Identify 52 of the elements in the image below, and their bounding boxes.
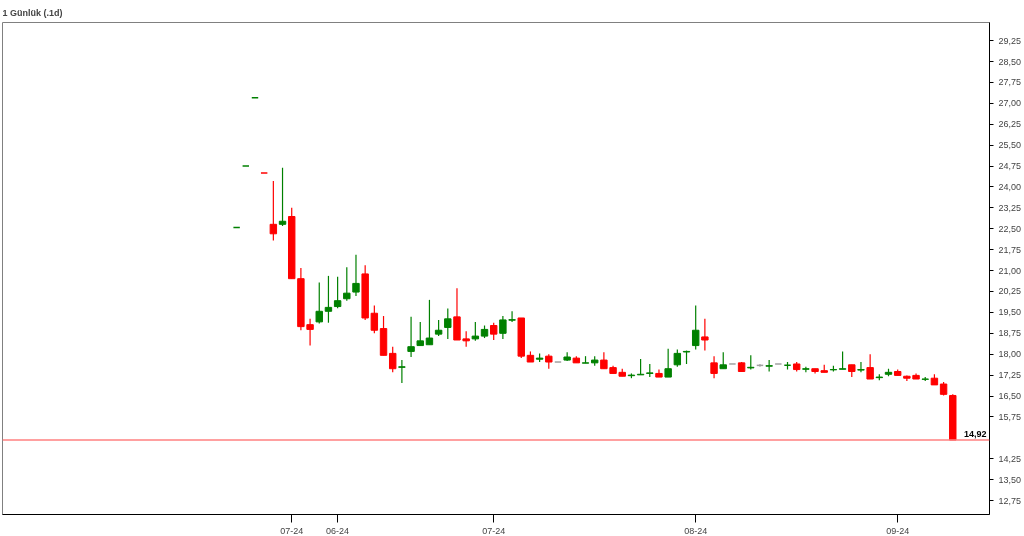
y-tick-label: 21,75 xyxy=(998,244,1022,255)
candlestick xyxy=(765,359,773,373)
y-tick-label: 25,50 xyxy=(998,140,1022,151)
x-tick-label: 07-24 xyxy=(482,525,506,536)
y-tick-label: 24,75 xyxy=(998,161,1022,172)
candlestick xyxy=(398,359,406,384)
text: 1 Günlük (.1d) xyxy=(2,7,63,18)
candlestick xyxy=(508,310,516,323)
candlestick xyxy=(343,266,351,302)
candlestick xyxy=(333,276,342,309)
y-tick-label: 16,50 xyxy=(998,391,1022,402)
x-tick-label: 06-24 xyxy=(326,525,350,536)
y-tick-label: 24,00 xyxy=(998,181,1022,192)
y-tick-label: 12,75 xyxy=(998,495,1022,506)
candlestick xyxy=(324,275,333,324)
candlestick xyxy=(499,315,507,340)
y-tick-label: 26,25 xyxy=(998,119,1022,130)
y-tick-label: 17,25 xyxy=(998,370,1022,381)
y-tick-label: 18,75 xyxy=(998,328,1022,339)
candlestick xyxy=(269,180,278,242)
y-tick-label: 13,50 xyxy=(998,474,1022,485)
candlestick xyxy=(471,321,480,342)
y-tick-label: 21,00 xyxy=(998,265,1022,276)
candlestick xyxy=(315,281,323,325)
y-tick-label: 22,50 xyxy=(998,223,1022,234)
candlestick xyxy=(691,304,700,351)
candlestick xyxy=(407,316,415,358)
y-tick-label: 23,25 xyxy=(998,202,1022,213)
y-tick-label: 18,00 xyxy=(998,349,1022,360)
y-tick-label: 29,25 xyxy=(998,35,1022,46)
candlestick xyxy=(701,318,709,352)
candlestick xyxy=(857,361,865,373)
y-tick-label: 19,50 xyxy=(998,307,1022,318)
candlestick xyxy=(664,348,672,378)
y-tick-label: 28,50 xyxy=(998,56,1022,67)
candlestick xyxy=(416,321,424,347)
y-tick-label: 20,25 xyxy=(998,286,1022,297)
candlestick xyxy=(444,307,452,340)
candlestick xyxy=(866,353,874,380)
y-tick-label: 15,75 xyxy=(998,411,1022,422)
candlestick xyxy=(425,299,434,346)
ref-line-label: 14,92 xyxy=(963,429,987,440)
y-tick-label: 27,75 xyxy=(998,77,1022,88)
x-tick-label: 09-24 xyxy=(886,525,910,536)
x-tick-label: 08-24 xyxy=(684,525,708,536)
candlestick xyxy=(389,346,397,373)
y-tick-label: 14,25 xyxy=(998,453,1022,464)
x-tick-label: 07-24 xyxy=(280,525,304,536)
candlestick xyxy=(710,355,718,379)
y-tick-label: 27,00 xyxy=(998,98,1022,109)
candlestick xyxy=(278,167,287,227)
candlestick xyxy=(352,254,360,297)
